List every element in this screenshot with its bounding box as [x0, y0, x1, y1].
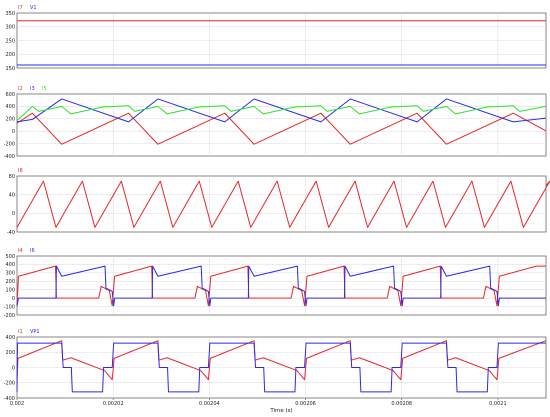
panel-4-series-i4 [16, 265, 546, 307]
panel-5-legend-i1: I1 [18, 329, 23, 335]
panel-2-frame [16, 93, 547, 157]
panel-4-ytick-label: -100 [4, 304, 15, 310]
panel-5-series-vp1 [16, 342, 546, 393]
x-axis-label: Time (s) [269, 408, 292, 414]
panel-1-legend-i7: I7 [18, 5, 23, 11]
panel-2-legend-i3: I3 [30, 86, 35, 92]
panel-1-ytick-label: 150 [5, 66, 15, 72]
panel-2-ytick-label: 200 [5, 117, 15, 123]
panel-2-ytick-label: 0 [12, 129, 15, 135]
x-tick-label: 0.002 [10, 401, 24, 407]
panel-3-ytick-label: 80 [9, 174, 15, 180]
panel-2-series-i5 [16, 105, 547, 122]
panel-1-ytick-label: 200 [5, 52, 15, 58]
panel-4-ytick-label: 200 [5, 279, 15, 285]
panel-4-frame [16, 255, 547, 316]
panel-2-ytick-label: -400 [4, 154, 15, 160]
x-tick-label: 0.00202 [103, 401, 124, 407]
panel-5-ytick-label: -200 [4, 381, 15, 387]
panel-1-ytick-label: 350 [5, 11, 15, 17]
x-tick-label: 0.0021 [489, 401, 507, 407]
panel-5-ytick-label: 0 [12, 365, 15, 371]
panel-5-ytick-label: -400 [4, 396, 15, 402]
panel-4-legend-i6: I6 [30, 248, 35, 254]
panel-1-legend-v1: V1 [30, 5, 37, 11]
panel-3-ytick-label: 0 [12, 211, 15, 217]
panel-4-ytick-label: 300 [5, 271, 15, 277]
x-tick-label: 0.00204 [199, 401, 220, 407]
panel-1-ytick-label: 250 [5, 38, 15, 44]
panel-5-ytick-label: 400 [5, 335, 15, 341]
panel-4-ytick-label: 0 [12, 296, 15, 302]
panel-4-ytick-label: 400 [5, 262, 15, 268]
panel-2-ytick-label: 600 [5, 92, 15, 98]
panel-3-ytick-label: 40 [9, 192, 15, 198]
panel-5-legend-vp1: VP1 [30, 329, 40, 335]
panel-2-ytick-label: -200 [4, 141, 15, 147]
panel-3-legend-i8: I8 [18, 168, 23, 174]
panel-4-ytick-label: -200 [4, 313, 15, 319]
panel-2-ytick-label: 400 [5, 104, 15, 110]
panel-3-frame [16, 175, 547, 233]
panel-2-series-i2 [16, 112, 547, 145]
panel-4-ytick-label: 500 [5, 254, 15, 260]
panel-1-ytick-label: 300 [5, 25, 15, 31]
panel-4-ytick-label: 100 [5, 288, 15, 294]
panel-5-ytick-label: 200 [5, 350, 15, 356]
panel-4-legend-i4: I4 [18, 248, 23, 254]
panel-2-legend-i2: I2 [18, 86, 23, 92]
panel-2-series-i3 [16, 98, 547, 123]
x-tick-label: 0.00208 [391, 401, 412, 407]
x-tick-label: 0.00206 [295, 401, 316, 407]
panel-3-series-i8 [16, 180, 550, 228]
panel-4-series-i6 [16, 265, 546, 307]
panel-2-legend-i5: I5 [42, 86, 47, 92]
panel-3-ytick-label: -40 [7, 230, 15, 236]
